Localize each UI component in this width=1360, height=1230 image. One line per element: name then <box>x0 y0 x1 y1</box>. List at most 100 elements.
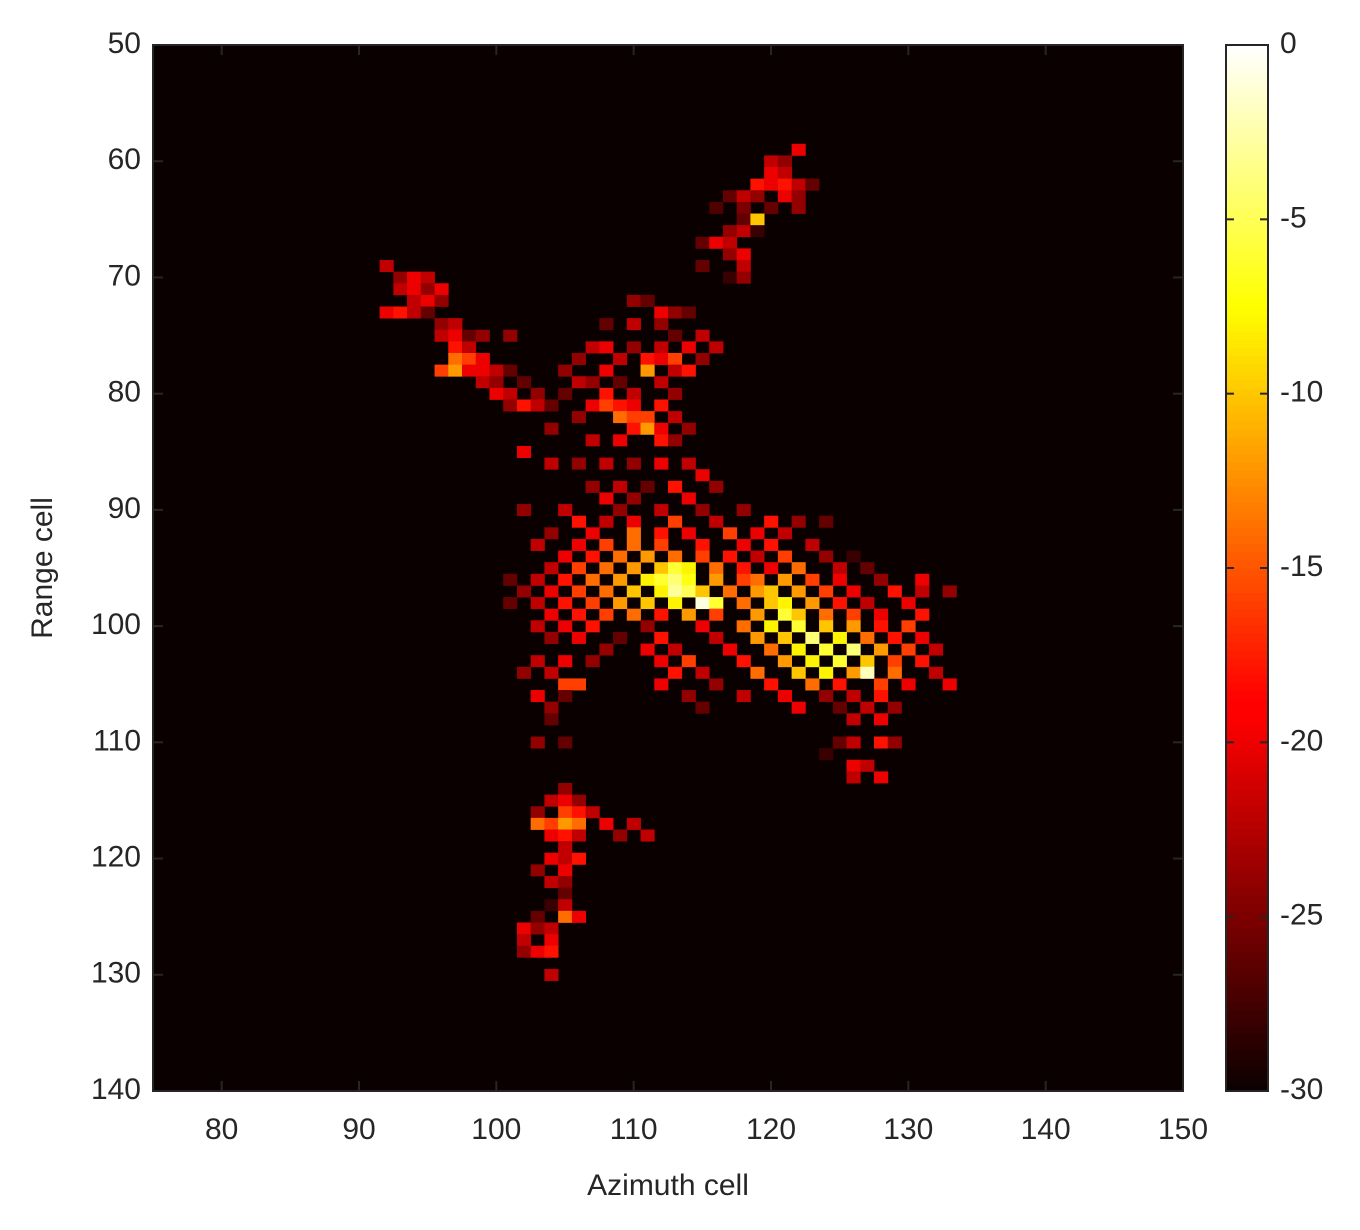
colorbar-swatch <box>1226 878 1268 888</box>
heatmap-cell <box>736 190 751 203</box>
heatmap-cell <box>516 399 532 412</box>
heatmap-cell <box>805 631 820 644</box>
y-tick-label: 60 <box>108 143 141 176</box>
heatmap-cell <box>626 492 641 505</box>
heatmap-cell <box>448 352 463 366</box>
colorbar-swatch <box>1226 1001 1268 1010</box>
heatmap-cell <box>530 910 545 923</box>
heatmap-cell <box>681 655 696 668</box>
heatmap-cell <box>475 329 490 342</box>
heatmap-cell <box>585 480 600 493</box>
heatmap-cell <box>860 701 875 714</box>
heatmap-cell <box>544 968 559 981</box>
heatmap-cell <box>613 434 628 447</box>
heatmap-cell <box>901 643 916 656</box>
heatmap-cell <box>516 585 532 598</box>
heatmap-cell <box>750 666 765 679</box>
heatmap-cell <box>640 294 655 307</box>
heatmap-cell <box>626 608 641 621</box>
heatmap-cell <box>928 666 944 679</box>
colorbar-tick-label: -15 <box>1280 550 1323 583</box>
heatmap-cell <box>626 294 641 307</box>
heatmap-cell <box>736 655 751 668</box>
colorbar-swatch <box>1226 535 1268 545</box>
heatmap-cell <box>462 352 477 366</box>
heatmap-cell <box>544 457 559 470</box>
heatmap-cell <box>764 201 779 214</box>
heatmap-cell <box>819 620 834 633</box>
colorbar-swatch <box>1226 208 1268 218</box>
colorbar-swatch <box>1226 118 1268 128</box>
x-tick-label: 90 <box>342 1113 375 1146</box>
colorbar-swatch <box>1226 862 1268 871</box>
heatmap-cell <box>489 364 504 377</box>
heatmap-cell <box>750 573 765 586</box>
heatmap-cell <box>420 271 435 284</box>
colorbar-swatch <box>1226 1074 1268 1084</box>
heatmap-cell <box>530 399 545 412</box>
colorbar-swatch <box>1226 290 1268 299</box>
colorbar-swatch <box>1226 486 1268 496</box>
colorbar-swatch <box>1226 192 1268 201</box>
heatmap-cell <box>475 376 490 389</box>
heatmap-cell <box>571 678 586 691</box>
heatmap-cell <box>668 585 683 598</box>
heatmap-cell <box>709 678 724 691</box>
heatmap-cell <box>860 631 875 644</box>
heatmap-cell <box>626 585 641 598</box>
heatmap-cell <box>832 631 847 644</box>
heatmap-cell <box>764 678 779 691</box>
heatmap-cell <box>434 283 449 296</box>
heatmap-cell <box>571 562 586 575</box>
heatmap-cell <box>571 817 586 830</box>
heatmap-cell <box>654 341 669 354</box>
colorbar-swatch <box>1226 1058 1268 1068</box>
colorbar-swatch <box>1226 281 1268 291</box>
colorbar-swatch <box>1226 772 1268 782</box>
heatmap-cell <box>736 201 751 214</box>
y-tick-label: 120 <box>91 840 141 873</box>
heatmap-cell <box>750 190 765 203</box>
heatmap-cell <box>585 341 600 354</box>
x-tick-label: 110 <box>610 1113 658 1146</box>
colorbar-tick-label: -5 <box>1280 201 1307 234</box>
heatmap-cell <box>668 550 683 563</box>
colorbar-swatch <box>1226 445 1268 455</box>
heatmap-cell <box>434 294 449 307</box>
heatmap-cell <box>709 562 724 575</box>
heatmap-cell <box>695 701 710 714</box>
heatmap-cell <box>558 573 573 586</box>
heatmap-cell <box>516 934 532 947</box>
colorbar-swatch <box>1226 886 1268 896</box>
colorbar-swatch <box>1226 1066 1268 1076</box>
heatmap-cell <box>626 341 641 354</box>
heatmap-cell <box>722 248 738 261</box>
colorbar-swatch <box>1226 584 1268 594</box>
heatmap-cell <box>764 643 779 656</box>
heatmap-cell <box>764 620 779 633</box>
heatmap-cell <box>846 759 861 772</box>
colorbar-swatch <box>1226 437 1268 447</box>
heatmap-cell <box>805 538 820 551</box>
heatmap-cell <box>887 666 902 679</box>
colorbar-swatch <box>1226 551 1268 561</box>
colorbar-swatch <box>1226 625 1268 634</box>
heatmap-cell <box>640 352 655 366</box>
heatmap-cell <box>846 666 861 679</box>
heatmap-cell <box>640 550 655 563</box>
heatmap-cell <box>571 806 586 819</box>
heatmap-cell <box>695 666 710 679</box>
heatmap-cell <box>874 678 889 691</box>
heatmap-cell <box>668 597 683 610</box>
heatmap-cell <box>654 608 669 621</box>
heatmap-cell <box>805 178 820 191</box>
heatmap-cell <box>544 829 559 842</box>
heatmap-cell <box>846 678 861 691</box>
colorbar-swatch <box>1226 927 1268 937</box>
heatmap-cell <box>558 841 573 854</box>
heatmap-cell <box>640 573 655 586</box>
heatmap-cell <box>654 352 669 366</box>
heatmap-cell <box>764 562 779 575</box>
heatmap-cell <box>599 585 614 598</box>
colorbar-swatch <box>1226 559 1268 569</box>
